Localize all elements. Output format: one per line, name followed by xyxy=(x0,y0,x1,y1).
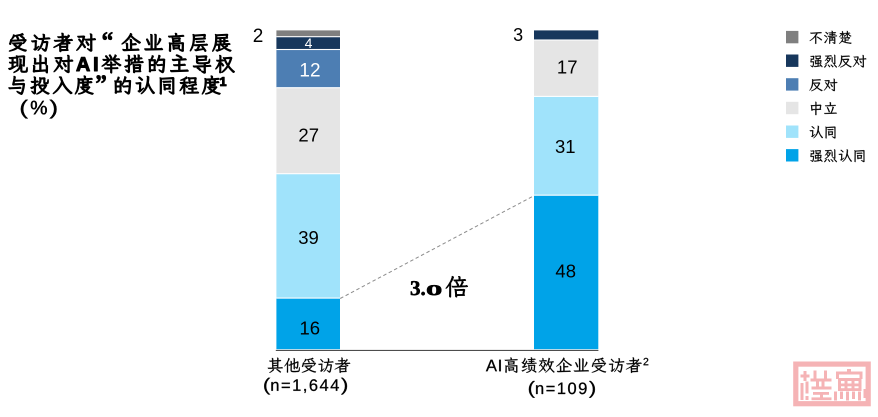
svg-text:48: 48 xyxy=(555,261,576,282)
svg-text:16: 16 xyxy=(300,318,321,339)
svg-text:39: 39 xyxy=(298,227,319,248)
svg-text:27: 27 xyxy=(298,124,319,145)
svg-text:3: 3 xyxy=(513,25,523,45)
svg-text:4: 4 xyxy=(305,35,313,51)
svg-text:31: 31 xyxy=(555,136,576,157)
svg-text:2: 2 xyxy=(253,26,264,47)
svg-text:12: 12 xyxy=(299,61,320,82)
svg-text:17: 17 xyxy=(557,57,578,78)
